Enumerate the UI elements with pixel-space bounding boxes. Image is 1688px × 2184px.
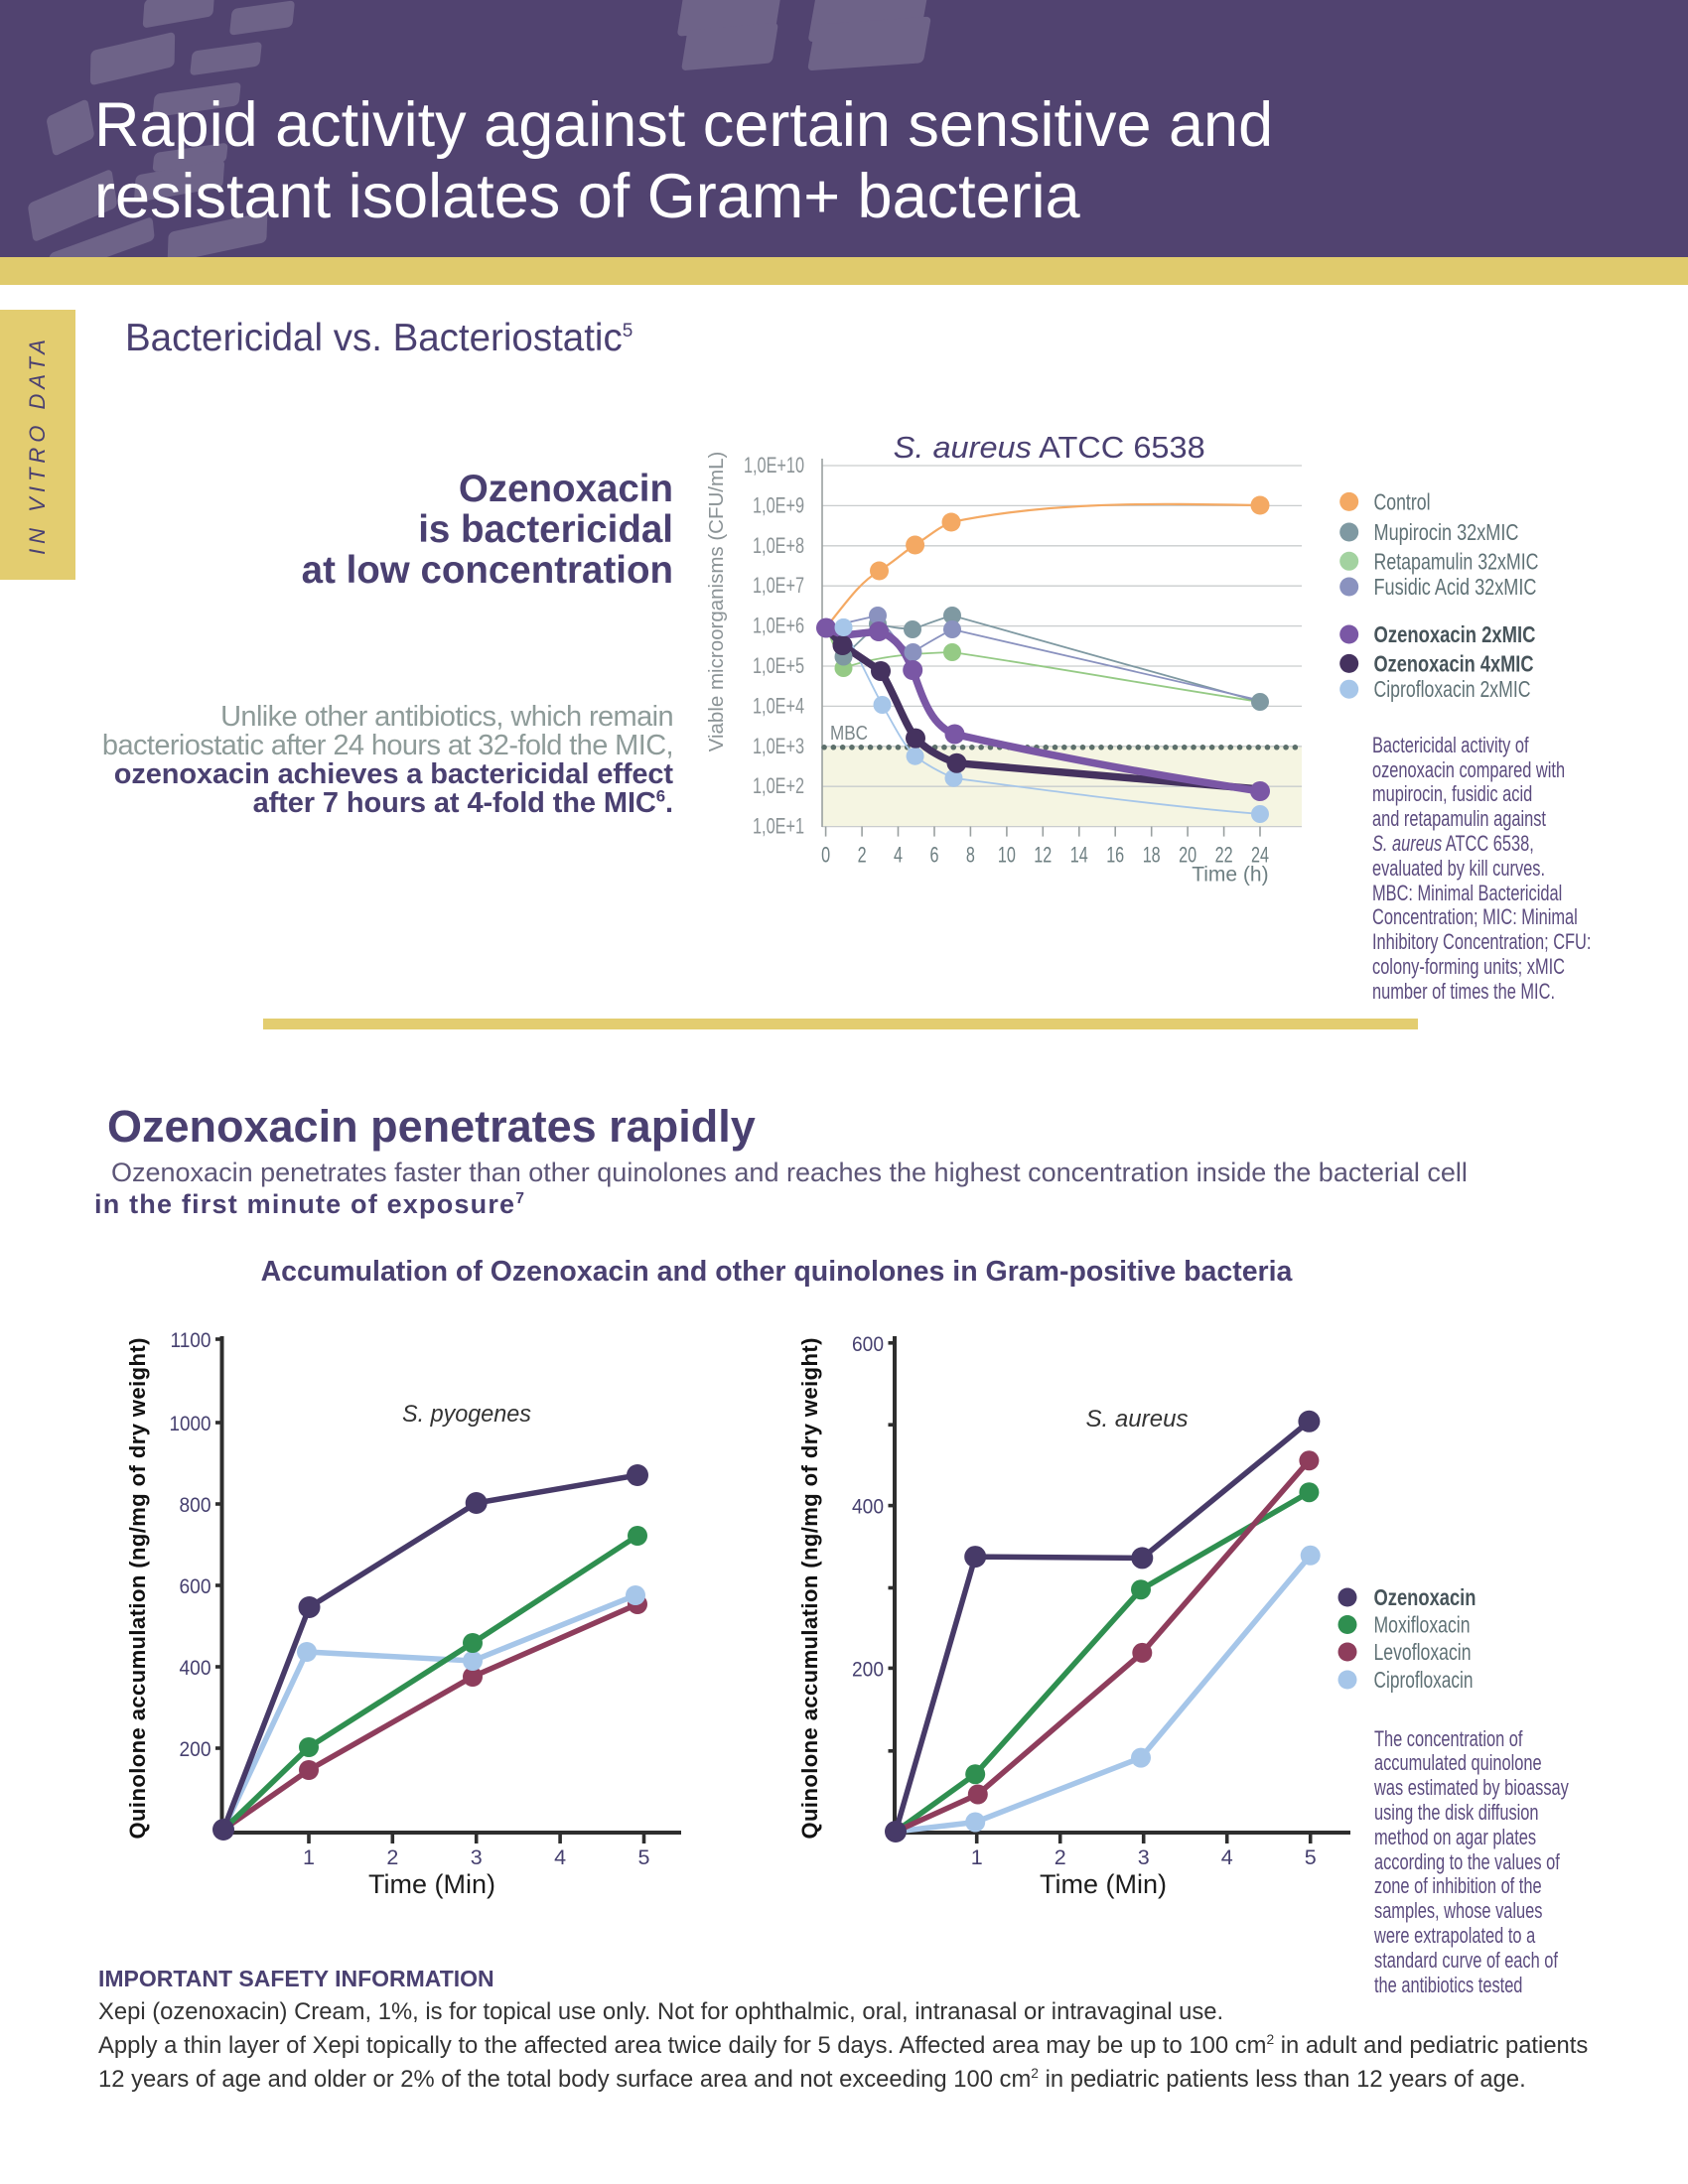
svg-text:1: 1: [303, 1845, 315, 1869]
svg-text:10: 10: [998, 843, 1016, 868]
svg-text:22: 22: [1215, 843, 1233, 868]
svg-text:Ozenoxacin 4xMIC: Ozenoxacin 4xMIC: [1374, 650, 1534, 676]
svg-text:1,0E+3: 1,0E+3: [753, 734, 804, 758]
svg-text:Ozenoxacin 2xMIC: Ozenoxacin 2xMIC: [1374, 621, 1536, 647]
svg-text:Moxifloxacin: Moxifloxacin: [1374, 1612, 1471, 1638]
svg-text:14: 14: [1070, 843, 1088, 868]
svg-text:4: 4: [554, 1845, 566, 1869]
svg-text:Time (h): Time (h): [1192, 864, 1268, 887]
svg-text:Mupirocin 32xMIC: Mupirocin 32xMIC: [1374, 519, 1519, 545]
svg-text:3: 3: [471, 1845, 483, 1869]
svg-text:1,0E+6: 1,0E+6: [753, 614, 804, 638]
svg-text:5: 5: [638, 1845, 650, 1869]
svg-text:24: 24: [1251, 843, 1269, 868]
svg-text:18: 18: [1143, 843, 1161, 868]
svg-text:1,0E+9: 1,0E+9: [753, 492, 804, 517]
svg-text:1,0E+8: 1,0E+8: [753, 533, 804, 558]
svg-text:Time (Min): Time (Min): [1040, 1869, 1167, 1899]
svg-text:MBC: MBC: [830, 723, 868, 745]
svg-text:1,0E+10: 1,0E+10: [744, 453, 804, 478]
svg-text:800: 800: [180, 1493, 211, 1517]
svg-text:4: 4: [894, 843, 903, 868]
svg-text:400: 400: [852, 1495, 884, 1519]
svg-text:Ciprofloxacin 2xMIC: Ciprofloxacin 2xMIC: [1374, 676, 1531, 702]
svg-text:600: 600: [852, 1332, 884, 1356]
svg-text:600: 600: [180, 1574, 211, 1598]
svg-text:1,0E+5: 1,0E+5: [753, 653, 804, 678]
svg-text:1,0E+2: 1,0E+2: [753, 773, 804, 798]
svg-text:2: 2: [386, 1845, 398, 1869]
svg-text:Ozenoxacin: Ozenoxacin: [1374, 1584, 1477, 1610]
svg-text:Viable microorganisms (CFU/mL): Viable microorganisms (CFU/mL): [705, 452, 728, 752]
svg-text:1100: 1100: [171, 1328, 211, 1352]
svg-text:200: 200: [852, 1657, 884, 1681]
svg-text:16: 16: [1106, 843, 1124, 868]
svg-text:2: 2: [858, 843, 867, 868]
svg-text:4: 4: [1221, 1845, 1233, 1869]
svg-text:1: 1: [971, 1845, 983, 1869]
svg-text:200: 200: [180, 1737, 211, 1761]
svg-text:S. aureus ATCC 6538: S. aureus ATCC 6538: [894, 430, 1205, 465]
svg-text:8: 8: [966, 843, 975, 868]
svg-text:400: 400: [180, 1656, 211, 1680]
svg-text:20: 20: [1179, 843, 1196, 868]
svg-text:Quinolone accumulation (ng/mg: Quinolone accumulation (ng/mg of dry wei…: [797, 1338, 822, 1840]
svg-text:3: 3: [1138, 1845, 1150, 1869]
svg-text:S. aureus: S. aureus: [1086, 1406, 1189, 1433]
svg-text:5: 5: [1305, 1845, 1317, 1869]
svg-text:1000: 1000: [170, 1412, 211, 1435]
svg-text:Fusidic Acid 32xMIC: Fusidic Acid 32xMIC: [1374, 574, 1537, 600]
svg-text:12: 12: [1034, 843, 1052, 868]
svg-text:Retapamulin 32xMIC: Retapamulin 32xMIC: [1374, 548, 1539, 574]
svg-text:Control: Control: [1374, 488, 1431, 514]
svg-text:0: 0: [821, 843, 830, 868]
svg-text:S. pyogenes: S. pyogenes: [402, 1401, 531, 1428]
svg-text:1,0E+1: 1,0E+1: [753, 814, 804, 839]
svg-text:Quinolone accumulation (ng/mg: Quinolone accumulation (ng/mg of dry wei…: [125, 1338, 150, 1840]
svg-text:1,0E+7: 1,0E+7: [753, 573, 804, 598]
svg-text:1,0E+4: 1,0E+4: [753, 693, 804, 718]
svg-text:Levofloxacin: Levofloxacin: [1374, 1639, 1472, 1665]
svg-text:Time (Min): Time (Min): [368, 1869, 495, 1899]
svg-text:2: 2: [1055, 1845, 1066, 1869]
svg-text:6: 6: [930, 843, 939, 868]
svg-text:Ciprofloxacin: Ciprofloxacin: [1374, 1667, 1474, 1693]
